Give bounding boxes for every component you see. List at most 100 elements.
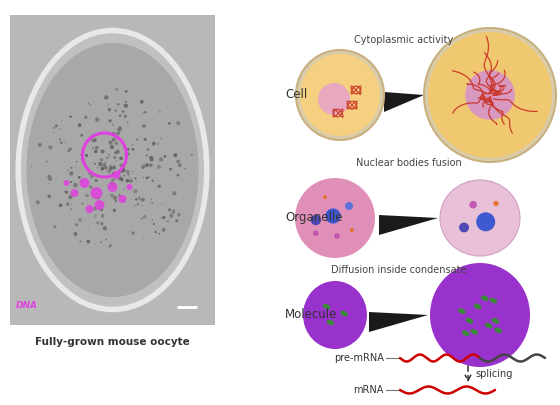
Circle shape (141, 217, 143, 220)
Circle shape (124, 115, 127, 118)
Circle shape (112, 172, 116, 176)
Circle shape (78, 124, 81, 127)
Circle shape (98, 207, 101, 211)
Circle shape (76, 166, 77, 168)
Circle shape (90, 174, 91, 175)
Circle shape (60, 141, 63, 144)
Ellipse shape (489, 298, 497, 303)
Circle shape (104, 166, 108, 170)
Text: Organelle: Organelle (285, 211, 343, 224)
Circle shape (178, 163, 181, 167)
Circle shape (86, 194, 88, 197)
Circle shape (119, 177, 123, 181)
Circle shape (89, 185, 92, 188)
Circle shape (116, 172, 118, 174)
Circle shape (162, 216, 166, 219)
Circle shape (119, 115, 121, 117)
Circle shape (109, 187, 110, 189)
Circle shape (143, 237, 144, 238)
Circle shape (143, 111, 145, 113)
Circle shape (111, 183, 115, 187)
Circle shape (100, 208, 103, 211)
Circle shape (100, 241, 102, 243)
Circle shape (53, 127, 55, 129)
Circle shape (31, 166, 32, 167)
Circle shape (81, 180, 83, 182)
Circle shape (123, 188, 124, 190)
Circle shape (176, 160, 180, 163)
Polygon shape (379, 215, 438, 235)
Circle shape (90, 104, 91, 105)
Circle shape (143, 215, 146, 218)
Circle shape (109, 156, 110, 157)
Circle shape (112, 138, 116, 142)
Circle shape (91, 187, 102, 199)
Circle shape (153, 223, 155, 225)
Circle shape (80, 154, 81, 155)
Circle shape (98, 162, 102, 166)
Circle shape (325, 209, 340, 224)
Circle shape (122, 199, 124, 202)
Circle shape (92, 134, 95, 137)
Ellipse shape (474, 303, 482, 309)
Circle shape (120, 178, 124, 181)
Circle shape (110, 194, 114, 197)
Circle shape (91, 175, 92, 177)
Circle shape (78, 218, 82, 222)
Circle shape (120, 170, 123, 173)
Circle shape (67, 170, 69, 171)
Circle shape (159, 158, 163, 162)
Circle shape (118, 194, 120, 196)
Circle shape (345, 202, 353, 210)
Circle shape (140, 100, 144, 104)
Text: Molecule: Molecule (285, 309, 337, 322)
Circle shape (175, 219, 179, 222)
Circle shape (157, 185, 161, 188)
Circle shape (88, 102, 89, 104)
Circle shape (164, 155, 166, 158)
Circle shape (69, 115, 72, 118)
Circle shape (48, 195, 51, 198)
Circle shape (116, 131, 120, 135)
Circle shape (115, 88, 118, 91)
Circle shape (350, 228, 354, 232)
Circle shape (155, 231, 157, 233)
Ellipse shape (458, 308, 465, 314)
Circle shape (170, 216, 172, 218)
Circle shape (151, 202, 153, 204)
Ellipse shape (485, 323, 492, 328)
Circle shape (95, 146, 99, 149)
Circle shape (94, 150, 97, 153)
Circle shape (64, 191, 66, 193)
Circle shape (191, 154, 193, 156)
Circle shape (148, 176, 150, 178)
Circle shape (102, 202, 103, 204)
Circle shape (125, 101, 127, 103)
Circle shape (101, 214, 105, 218)
Circle shape (158, 184, 161, 186)
Circle shape (46, 160, 48, 163)
Circle shape (121, 178, 123, 180)
Circle shape (94, 216, 95, 217)
Circle shape (86, 240, 90, 243)
Circle shape (132, 144, 133, 146)
Circle shape (323, 195, 327, 199)
Circle shape (65, 191, 68, 194)
Circle shape (168, 122, 171, 125)
Circle shape (112, 124, 114, 126)
Circle shape (184, 168, 186, 170)
Circle shape (149, 163, 153, 167)
Ellipse shape (340, 311, 348, 316)
Circle shape (133, 189, 137, 194)
Circle shape (148, 148, 149, 149)
Circle shape (90, 175, 94, 179)
Circle shape (160, 187, 161, 188)
Circle shape (122, 164, 125, 168)
Circle shape (143, 164, 146, 168)
Circle shape (114, 151, 117, 154)
Circle shape (172, 210, 174, 212)
Circle shape (111, 178, 115, 182)
Circle shape (465, 70, 515, 120)
Text: Fully-grown mouse oocyte: Fully-grown mouse oocyte (35, 337, 190, 347)
Circle shape (95, 200, 105, 210)
